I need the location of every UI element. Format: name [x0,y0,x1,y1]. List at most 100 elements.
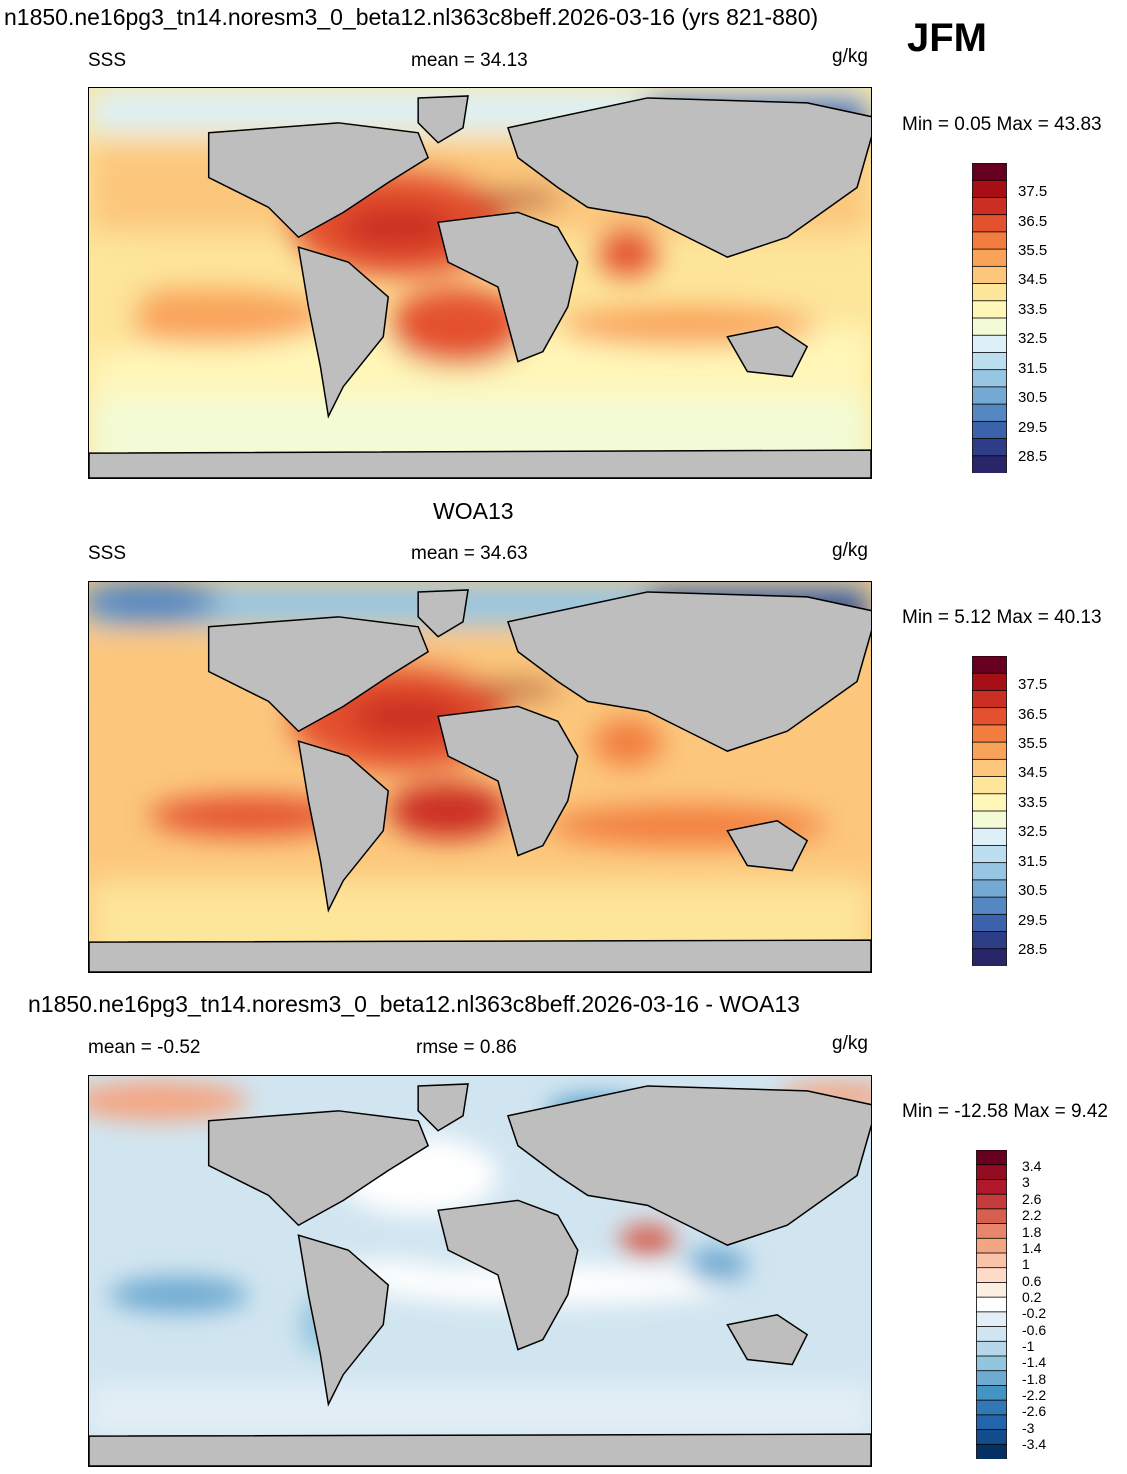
colorbar-swatch [972,300,1007,319]
cbar3-tick-label: 3.4 [1022,1158,1042,1174]
panel2-colorbar-svg [972,655,1007,967]
colorbar-swatch [972,352,1007,371]
panel1-colorbar-svg [972,162,1007,474]
colorbar-swatch [972,879,1007,899]
cbar3-tick-label: 3 [1022,1174,1030,1190]
colorbar-swatch [972,948,1007,967]
cbar2-tick-label: 33.5 [1018,794,1048,811]
cbar3-tick-label: -2.6 [1022,1403,1047,1419]
colorbar-swatch [976,1399,1007,1416]
panel3-units-label: g/kg [832,1033,868,1054]
panel3-mean-label: mean = -0.52 [88,1037,201,1058]
cbar1-tick-label: 34.5 [1018,271,1048,288]
cbar1-tick-label: 32.5 [1018,330,1048,347]
colorbar-swatch [972,265,1007,285]
colorbar-swatch [976,1385,1007,1402]
cbar3-tick-label: -1.8 [1022,1371,1047,1387]
cbar3-tick-label: 1.8 [1022,1224,1042,1240]
colorbar-swatch [972,162,1007,182]
cbar3-tick-label: 2.2 [1022,1207,1042,1223]
panel2-units-label: g/kg [832,540,868,561]
colorbar-swatch [976,1267,1007,1284]
colorbar-swatch [976,1252,1007,1269]
colorbar-swatch [976,1179,1007,1196]
panel1-units-label: g/kg [832,46,868,67]
colorbar-swatch [972,758,1007,778]
panel2-title: WOA13 [433,498,514,524]
panel1-colorbar [972,162,1007,474]
colorbar-swatch [976,1193,1007,1210]
colorbar-swatch [972,248,1007,268]
colorbar-swatch [972,317,1007,337]
colorbar-swatch [972,931,1007,950]
cbar3-tick-label: -3 [1022,1420,1035,1436]
colorbar-swatch [972,386,1007,406]
panel2-map-svg [89,582,871,972]
panel3-title: n1850.ne16pg3_tn14.noresm3_0_beta12.nl36… [28,991,800,1017]
cbar1-tick-label: 29.5 [1018,419,1048,436]
cbar3-tick-label: 1.4 [1022,1240,1042,1256]
colorbar-swatch [972,655,1007,675]
colorbar-swatch [972,334,1007,354]
cbar1-tick-label: 37.5 [1018,183,1048,200]
cbar2-tick-label: 29.5 [1018,912,1048,929]
panel1-map-svg [89,88,871,478]
cbar2-tick-label: 35.5 [1018,735,1048,752]
panel3-colorbar [976,1149,1007,1460]
colorbar-swatch [976,1237,1007,1254]
colorbar-swatch [972,197,1007,216]
panel2-mean-label: mean = 34.63 [411,543,528,564]
cbar3-tick-label: -2.2 [1022,1387,1047,1403]
cbar1-tick-label: 35.5 [1018,242,1048,259]
colorbar-swatch [976,1326,1007,1343]
panel2-minmax-label: Min = 5.12 Max = 40.13 [902,607,1102,628]
cbar3-tick-label: 0.6 [1022,1273,1042,1289]
colorbar-swatch [976,1164,1007,1181]
panel3-minmax-label: Min = -12.58 Max = 9.42 [902,1101,1108,1122]
colorbar-swatch [972,741,1007,761]
land-outlines [89,95,871,478]
cbar1-tick-label: 30.5 [1018,389,1048,406]
colorbar-swatch [976,1149,1007,1166]
colorbar-swatch [972,776,1007,795]
cbar2-tick-label: 31.5 [1018,853,1048,870]
cbar1-tick-label: 31.5 [1018,360,1048,377]
figure-title: n1850.ne16pg3_tn14.noresm3_0_beta12.nl36… [4,4,819,30]
cbar1-tick-label: 36.5 [1018,213,1048,230]
panel3-map [88,1075,872,1467]
colorbar-swatch [972,724,1007,744]
colorbar-swatch [972,793,1007,812]
cbar2-tick-label: 36.5 [1018,706,1048,723]
colorbar-swatch [972,827,1007,847]
panel2-colorbar [972,655,1007,967]
cbar3-tick-label: -0.6 [1022,1322,1047,1338]
colorbar-swatch [976,1208,1007,1225]
cbar3-tick-label: 0.2 [1022,1289,1042,1305]
cbar2-tick-label: 32.5 [1018,823,1048,840]
cbar3-tick-label: -1 [1022,1338,1035,1354]
colorbar-swatch [976,1414,1007,1431]
panel1-map [88,87,872,479]
cbar1-tick-label: 28.5 [1018,448,1048,465]
colorbar-swatch [972,455,1007,474]
colorbar-swatch [972,231,1007,251]
colorbar-swatch [972,214,1007,233]
land-outlines [89,1083,871,1466]
panel1-minmax-label: Min = 0.05 Max = 43.83 [902,114,1102,135]
colorbar-swatch [972,369,1007,388]
colorbar-swatch [976,1370,1007,1387]
colorbar-swatch [972,896,1007,916]
season-label: JFM [907,16,987,60]
cbar2-tick-label: 28.5 [1018,941,1048,958]
colorbar-swatch [976,1311,1007,1328]
cbar1-tick-label: 33.5 [1018,301,1048,318]
colorbar-swatch [976,1282,1007,1299]
panel3-colorbar-svg [976,1149,1007,1460]
cbar2-tick-label: 34.5 [1018,764,1048,781]
cbar3-tick-label: 2.6 [1022,1191,1042,1207]
panel1-variable-label: SSS [88,50,127,71]
panel3-map-svg [89,1076,871,1466]
cbar3-tick-label: 1 [1022,1256,1030,1272]
colorbar-swatch [976,1429,1007,1446]
colorbar-swatch [972,810,1007,830]
